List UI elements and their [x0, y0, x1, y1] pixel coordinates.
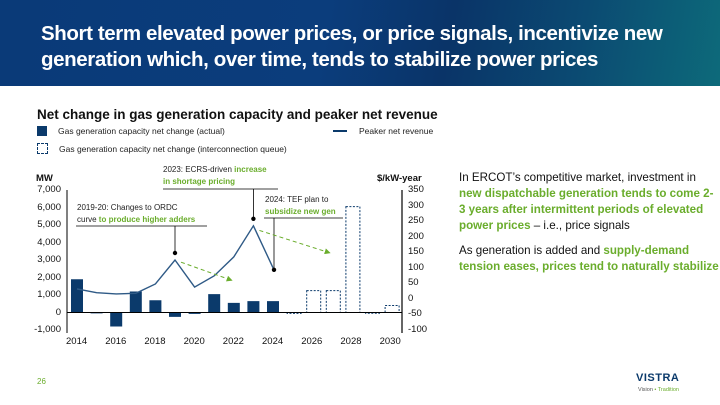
- slide-title: Short term elevated power prices, or pri…: [41, 22, 663, 71]
- annotation-highlight: subsidize new gen: [265, 207, 336, 216]
- annotation-highlight: in shortage pricing: [163, 177, 236, 186]
- bar-actual-2020: [188, 312, 201, 314]
- x-tick: 2028: [340, 336, 362, 347]
- trend-arrow-1: [180, 261, 233, 282]
- annotation-2023: 2023: ECRS-driven increase in shortage p…: [163, 164, 267, 188]
- bar-queue-2027: [325, 290, 341, 313]
- legend-label: Gas generation capacity net change (actu…: [58, 126, 225, 136]
- bar-queue-2026: [306, 290, 322, 313]
- annotation-plain: curve: [77, 215, 99, 224]
- legend-item-queue: Gas generation capacity net change (inte…: [37, 143, 287, 154]
- callout-2023-dot: [251, 216, 256, 221]
- y-axis-right-label: $/kW-year: [377, 173, 422, 184]
- annotation-2024: 2024: TEF plan to subsidize new gen: [265, 194, 336, 218]
- y-tick-right: 300: [408, 199, 424, 211]
- legend-swatch-line: [333, 130, 347, 132]
- x-tick: 2014: [66, 336, 88, 347]
- y-tick-right: 250: [408, 215, 424, 227]
- bar-actual-2016: [110, 312, 123, 327]
- logo-tagline: Vision • Tradition: [638, 387, 679, 393]
- bar-actual-2017: [129, 291, 142, 313]
- y-tick-right: -100: [408, 324, 428, 335]
- side-text-highlight: supply-demand tension eases, prices tend…: [459, 244, 719, 273]
- y-tick-left: 2,000: [37, 271, 61, 283]
- x-tick: 2022: [222, 336, 244, 347]
- y-tick-left: 4,000: [37, 236, 61, 248]
- x-tick: 2026: [301, 336, 323, 347]
- bar-queue-2028: [345, 206, 361, 313]
- page-number: 26: [37, 377, 46, 386]
- legend-label: Peaker net revenue: [359, 126, 434, 136]
- x-tick: 2018: [144, 336, 166, 347]
- bar-actual-2019: [169, 312, 181, 317]
- side-text-plain: In ERCOT’s competitive market, investmen…: [459, 171, 696, 184]
- annotation-highlight: increase: [234, 165, 267, 174]
- annotation-plain: 2023: ECRS-driven: [163, 165, 235, 174]
- tagline-separator: •: [652, 387, 658, 393]
- callout-2024-dot: [271, 267, 277, 272]
- y-tick-left: 1,000: [37, 289, 61, 300]
- x-tick: 2016: [105, 336, 127, 347]
- tagline-vision: Vision: [638, 387, 653, 393]
- y-tick-right: 100: [408, 261, 424, 273]
- legend-swatch-solid: [37, 126, 47, 136]
- legend-item-peaker: Peaker net revenue: [333, 126, 433, 136]
- side-text-plain: As generation is added and: [459, 244, 604, 257]
- x-tick: 2024: [262, 336, 284, 347]
- y-tick-left: 0: [55, 306, 61, 318]
- bar-actual-2022: [227, 302, 240, 313]
- annotation-text: 2023: ECRS-driven increase: [163, 164, 267, 176]
- bar-actual-2014: [71, 279, 83, 313]
- annotation-highlight: to produce higher adders: [98, 215, 196, 224]
- trend-arrow-2: [259, 229, 331, 255]
- annotation-text: 2024: TEF plan to: [265, 195, 329, 204]
- bar-actual-2024: [267, 301, 279, 313]
- bar-actual-2023: [247, 301, 260, 313]
- side-text-plain: – i.e., price signals: [530, 219, 630, 232]
- x-tick: 2030: [379, 336, 401, 347]
- annotation-text: curve to produce higher adders: [77, 214, 195, 226]
- legend-label: Gas generation capacity net change (inte…: [59, 143, 287, 154]
- bar-actual-2018: [149, 300, 162, 313]
- slide-header: Short term elevated power prices, or pri…: [0, 0, 720, 86]
- y-tick-right: 50: [408, 277, 419, 289]
- y-tick-right: 0: [408, 292, 414, 304]
- bar-queue-2030: [384, 305, 400, 313]
- y-tick-left: 6,000: [37, 201, 61, 213]
- x-tick: 2020: [183, 336, 205, 347]
- side-commentary: In ERCOT’s competitive market, investmen…: [459, 170, 719, 284]
- bar-actual-2021: [208, 294, 221, 313]
- legend-item-actual: Gas generation capacity net change (actu…: [37, 126, 225, 136]
- callout-2019-dot: [172, 250, 178, 256]
- y-tick-left: 3,000: [37, 254, 61, 265]
- side-paragraph-1: In ERCOT’s competitive market, investmen…: [459, 170, 719, 234]
- y-tick-left: -1,000: [34, 324, 61, 335]
- legend-swatch-dashed: [37, 143, 48, 154]
- side-paragraph-2: As generation is added and supply-demand…: [459, 243, 719, 275]
- peaker-revenue-line: [76, 224, 274, 295]
- vistra-logo: VISTRA: [636, 372, 680, 384]
- y-tick-right: -50: [408, 308, 422, 320]
- tagline-tradition: Tradition: [657, 387, 679, 393]
- chart-title: Net change in gas generation capacity an…: [37, 107, 438, 122]
- y-tick-left: 5,000: [37, 219, 61, 230]
- y-tick-right: 150: [408, 246, 424, 258]
- side-text-highlight: new dispatchable generation tends to com…: [459, 187, 714, 232]
- annotation-text: 2019-20: Changes to ORDC: [77, 203, 178, 212]
- y-tick-right: 200: [408, 230, 424, 242]
- annotation-2019: 2019-20: Changes to ORDC curve to produc…: [77, 202, 195, 226]
- y-tick-left: 7,000: [37, 184, 61, 195]
- y-axis-left-label: MW: [36, 173, 53, 184]
- y-tick-right: 350: [408, 184, 424, 195]
